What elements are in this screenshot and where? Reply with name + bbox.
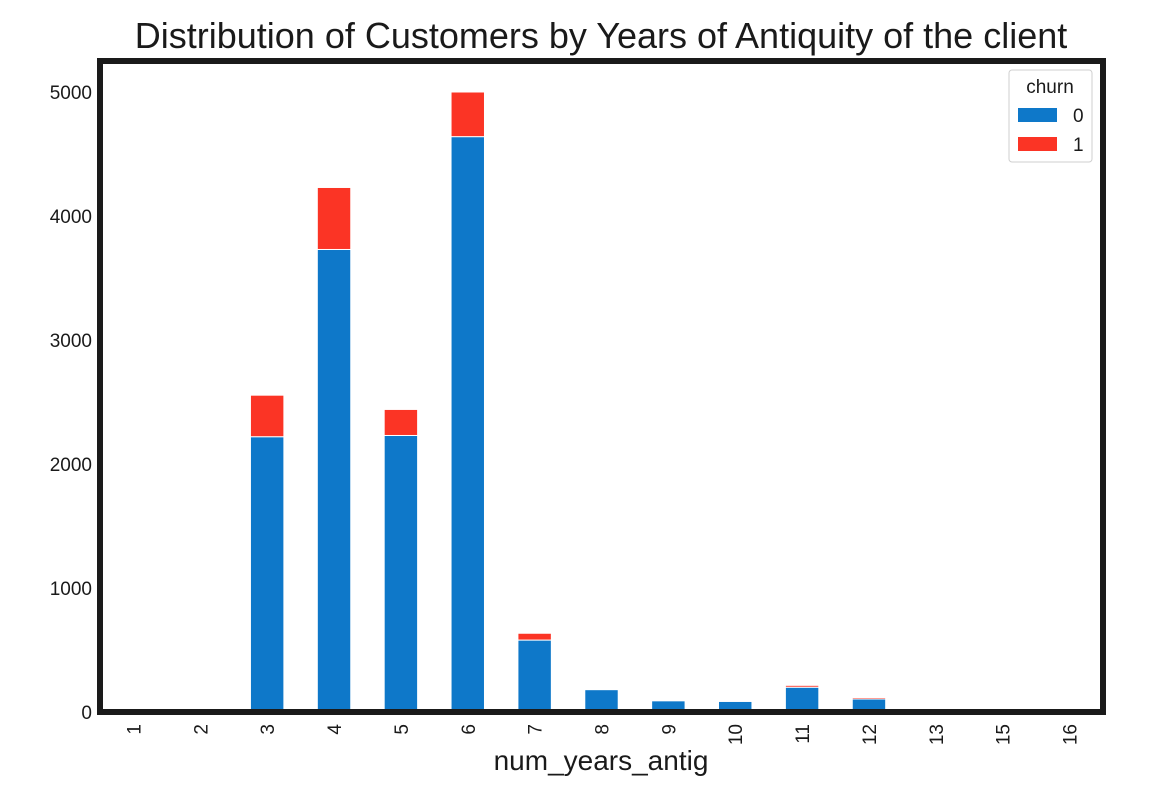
x-tick-label: 5 xyxy=(392,724,413,735)
legend-swatch-series-1 xyxy=(1018,137,1057,151)
x-tick-label: 8 xyxy=(593,724,614,735)
plot-frame xyxy=(97,58,1106,715)
y-tick-label: 2000 xyxy=(50,455,92,476)
x-tick-label: 1 xyxy=(124,724,145,735)
bar-3-churn-1 xyxy=(249,394,285,438)
legend: churn 0 1 xyxy=(1008,69,1093,163)
x-tick-label: 7 xyxy=(526,724,547,735)
y-tick-label: 0 xyxy=(81,703,92,724)
bar-5-churn-1 xyxy=(383,408,419,436)
x-tick-label: 13 xyxy=(927,724,948,745)
bar-6-churn-1 xyxy=(450,91,485,138)
legend-swatch-series-0 xyxy=(1018,108,1057,122)
legend-label-series-1: 1 xyxy=(1073,135,1084,156)
bar-11-churn-1 xyxy=(784,684,820,688)
bar-3-churn-0 xyxy=(249,436,285,713)
bar-7-churn-0 xyxy=(517,639,552,713)
y-tick-label: 1000 xyxy=(50,579,92,600)
y-axis-ticks: 0 1000 2000 3000 4000 5000 xyxy=(50,83,92,724)
bar-4-churn-0 xyxy=(316,248,352,713)
x-axis-ticks: 1 2 3 4 5 6 7 8 9 10 11 12 13 15 16 xyxy=(124,724,1081,746)
bar-5-churn-0 xyxy=(383,434,419,713)
x-axis-label: num_years_antig xyxy=(494,745,709,776)
x-tick-label: 16 xyxy=(1061,724,1082,745)
y-tick-label: 4000 xyxy=(50,207,92,228)
bar-12-churn-1 xyxy=(851,696,887,700)
chart-title: Distribution of Customers by Years of An… xyxy=(135,15,1067,56)
y-tick-label: 3000 xyxy=(50,331,92,352)
x-tick-label: 6 xyxy=(459,724,480,735)
bar-4-churn-1 xyxy=(316,186,352,250)
y-tick-label: 5000 xyxy=(50,83,92,104)
x-tick-label: 15 xyxy=(994,724,1015,745)
bar-11-churn-0 xyxy=(784,686,820,713)
bar-8-churn-0 xyxy=(584,689,619,713)
bar-7-churn-1 xyxy=(517,632,552,641)
x-tick-label: 11 xyxy=(793,724,814,744)
x-tick-label: 10 xyxy=(726,724,747,745)
x-tick-label: 12 xyxy=(860,724,881,745)
x-tick-label: 4 xyxy=(325,724,346,735)
bar-6-churn-0 xyxy=(450,136,485,713)
legend-title: churn xyxy=(1026,77,1074,98)
x-tick-label: 3 xyxy=(258,724,279,735)
legend-label-series-0: 0 xyxy=(1073,106,1084,127)
bars-layer xyxy=(249,91,1087,713)
x-tick-label: 9 xyxy=(659,724,680,735)
x-tick-label: 2 xyxy=(191,724,212,735)
